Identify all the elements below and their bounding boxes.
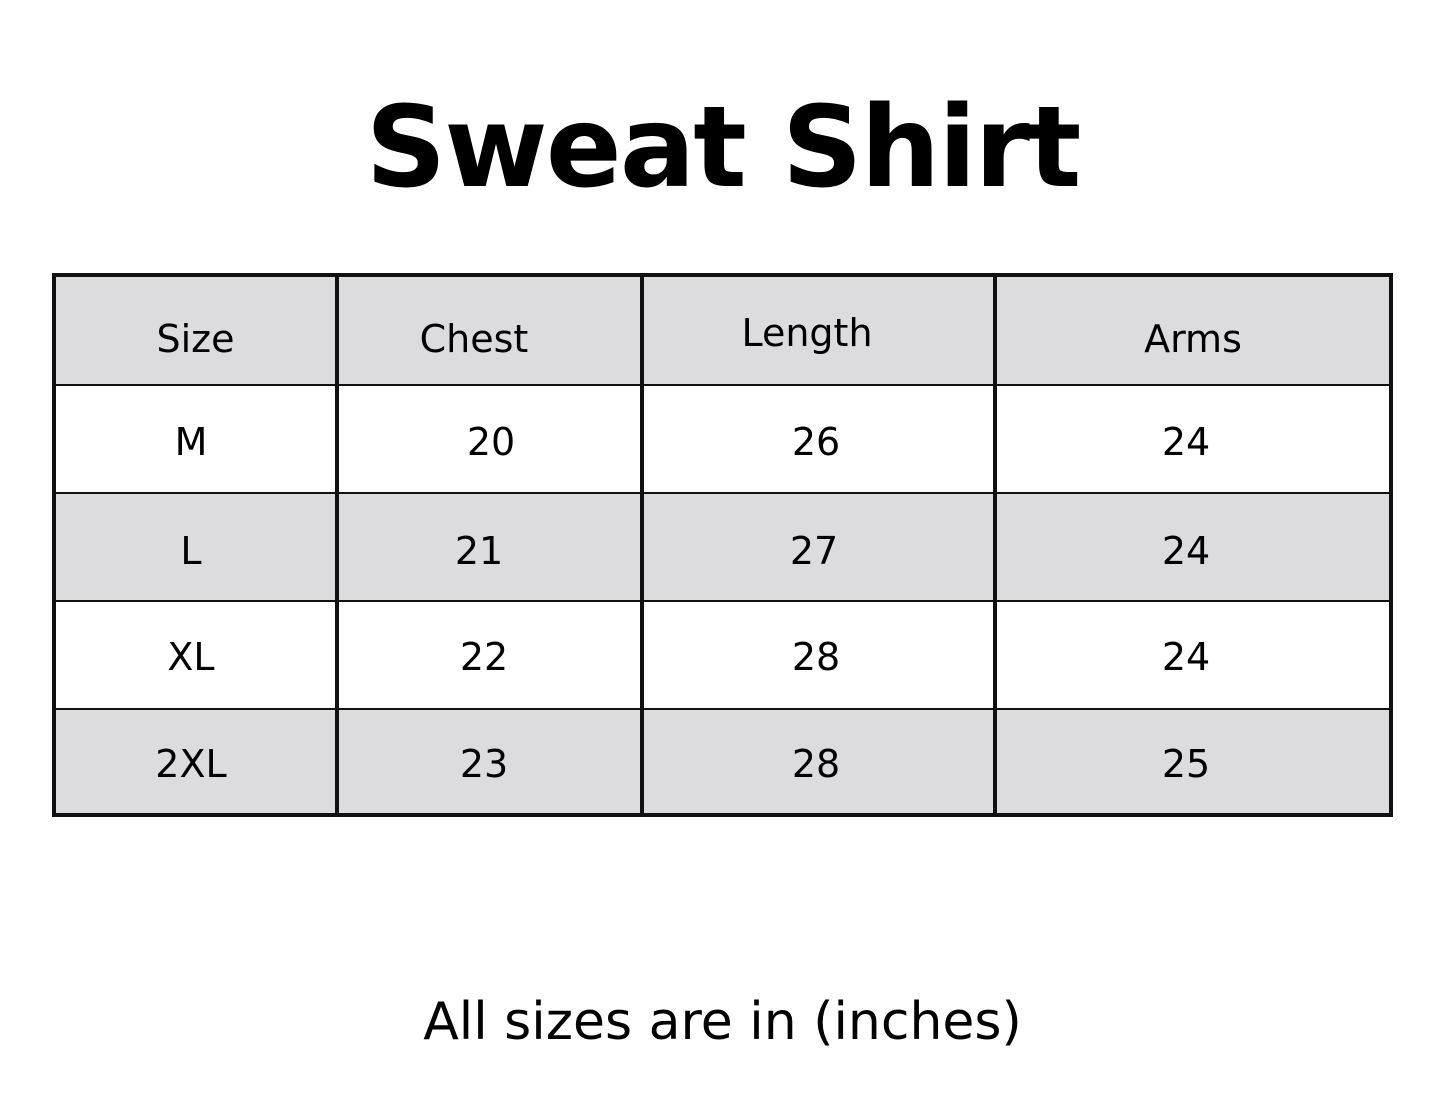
header-size: Size xyxy=(156,317,235,361)
header-row xyxy=(56,277,1389,384)
header-arms: Arms xyxy=(1144,317,1242,361)
cell-length: 26 xyxy=(791,420,841,464)
column-divider xyxy=(640,277,644,813)
column-divider xyxy=(993,277,997,813)
cell-chest: 22 xyxy=(459,635,509,679)
cell-chest: 20 xyxy=(466,420,516,464)
table-row-alt xyxy=(56,709,1389,813)
cell-arms: 24 xyxy=(1161,635,1211,679)
cell-chest: 21 xyxy=(454,529,504,573)
column-divider xyxy=(335,277,339,813)
cell-length: 27 xyxy=(789,529,839,573)
units-note: All sizes are in (inches) xyxy=(423,992,1022,1052)
cell-length: 28 xyxy=(791,742,841,786)
header-length: Length xyxy=(741,311,873,355)
size-chart-table: Size Chest Length Arms M 20 26 24 L 21 2… xyxy=(52,273,1393,817)
cell-size: L xyxy=(180,529,202,573)
row-divider xyxy=(56,384,1389,386)
row-divider xyxy=(56,492,1389,494)
row-divider xyxy=(56,600,1389,602)
table-row-alt xyxy=(56,493,1389,601)
cell-length: 28 xyxy=(791,635,841,679)
cell-size: M xyxy=(174,420,208,464)
header-chest: Chest xyxy=(419,317,529,361)
cell-arms: 24 xyxy=(1161,420,1211,464)
row-divider xyxy=(56,708,1389,710)
cell-arms: 25 xyxy=(1161,742,1211,786)
cell-size: 2XL xyxy=(155,742,227,786)
cell-chest: 23 xyxy=(459,742,509,786)
page-title: Sweat Shirt xyxy=(365,83,1082,213)
cell-size: XL xyxy=(167,635,215,679)
cell-arms: 24 xyxy=(1161,529,1211,573)
